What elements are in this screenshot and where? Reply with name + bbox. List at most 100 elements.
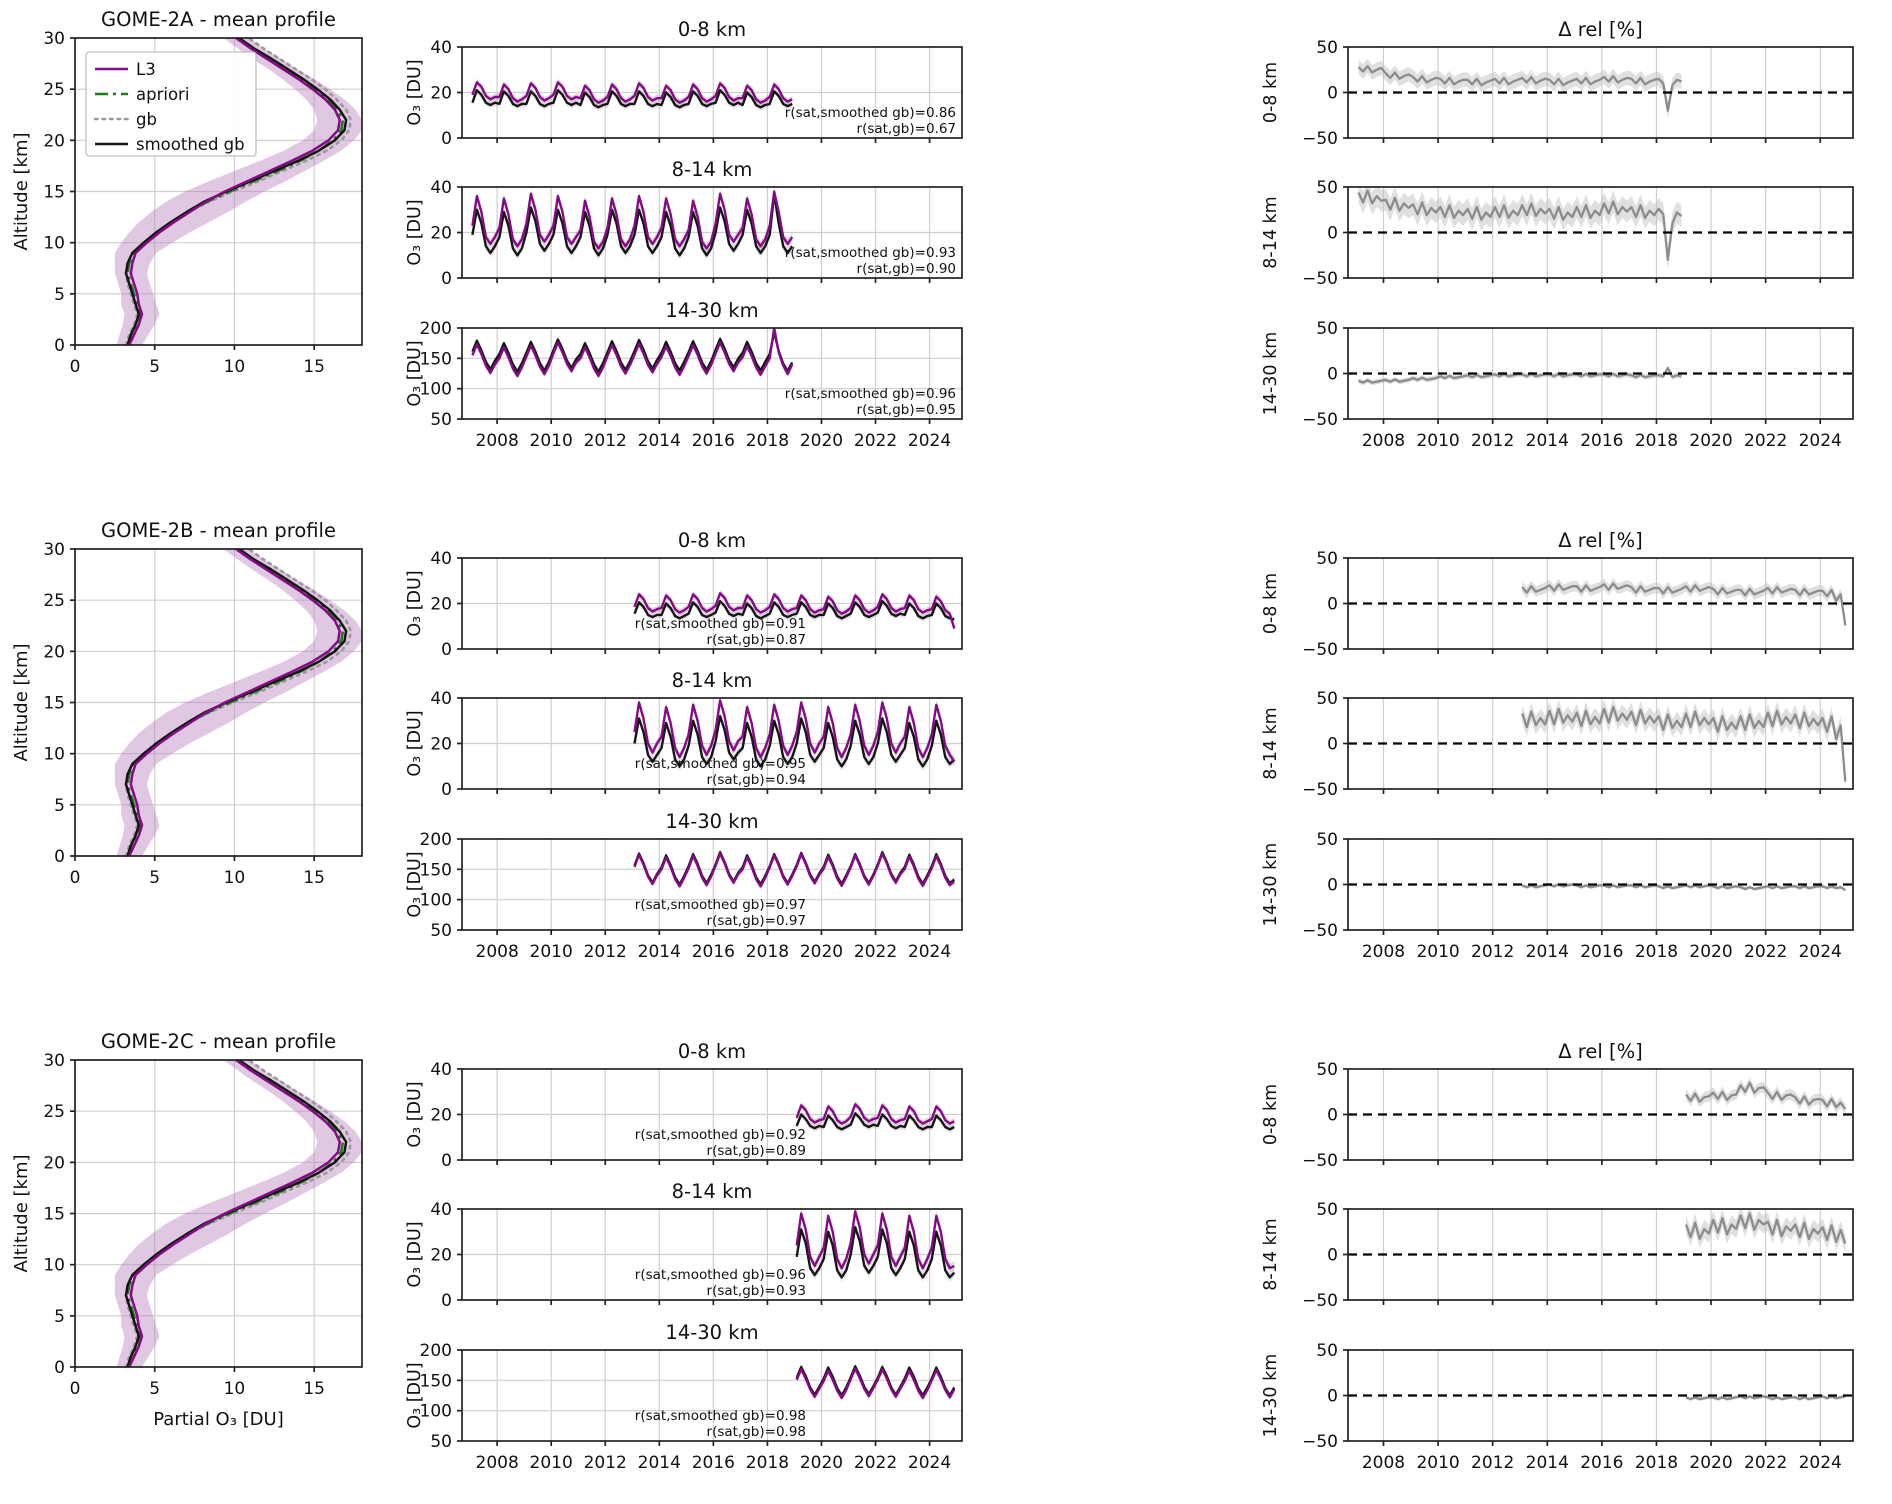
GOME-2A-mean-profile-panel: 0 5 10 15 20 25 30 0 5 10 15 Altitude [km] GOME-2A -… — [11, 8, 363, 377]
GOME-2C-mean-profile-panel: 0 5 10 15 20 25 30 0 5 10 15 Altitude [km] Partial O… — [11, 1030, 363, 1430]
svg-text:2008: 2008 — [476, 1453, 519, 1473]
svg-text:20: 20 — [43, 1153, 65, 1173]
svg-text:2014: 2014 — [1526, 1453, 1569, 1473]
svg-text:0: 0 — [54, 1358, 65, 1378]
legend-entry-smoothed-gb: smoothed gb — [95, 135, 245, 154]
svg-text:50: 50 — [1316, 689, 1338, 709]
GOME-2B-timeseries-8-14km: r(sat,smoothed gb)=0.95r(sat,gb)=0.94 0 20… — [405, 669, 963, 800]
svg-text:50: 50 — [430, 1432, 452, 1452]
svg-text:2008: 2008 — [1362, 1453, 1405, 1473]
svg-text:50: 50 — [1316, 38, 1338, 58]
svg-text:−50: −50 — [1302, 410, 1338, 430]
svg-text:0: 0 — [1327, 365, 1338, 385]
svg-text:O₃ [DU]: O₃ [DU] — [405, 1362, 425, 1428]
svg-text:2010: 2010 — [1416, 942, 1459, 962]
svg-text:20: 20 — [430, 1246, 452, 1266]
svg-text:2010: 2010 — [1416, 1453, 1459, 1473]
svg-text:−50: −50 — [1302, 269, 1338, 289]
svg-text:8-14 km: 8-14 km — [1261, 1218, 1281, 1290]
svg-text:8-14 km: 8-14 km — [1261, 707, 1281, 779]
svg-text:30: 30 — [43, 29, 65, 49]
svg-text:5: 5 — [54, 796, 65, 816]
GOME-2B-delta-rel-8-14km: −50 0 50 8-14 km — [1261, 689, 1854, 800]
svg-text:14-30 km: 14-30 km — [1261, 843, 1281, 927]
svg-text:2010: 2010 — [530, 431, 573, 451]
svg-text:Δ rel [%]: Δ rel [%] — [1558, 1040, 1642, 1063]
svg-text:0: 0 — [1327, 595, 1338, 615]
svg-text:8-14 km: 8-14 km — [672, 1180, 753, 1203]
svg-text:8-14 km: 8-14 km — [672, 158, 753, 181]
svg-text:−50: −50 — [1302, 921, 1338, 941]
GOME-2B-timeseries-0-8km: r(sat,smoothed gb)=0.91r(sat,gb)=0.87 0 20… — [405, 529, 963, 660]
svg-text:L3: L3 — [136, 60, 156, 79]
svg-text:40: 40 — [430, 1200, 452, 1220]
svg-text:2024: 2024 — [908, 942, 951, 962]
svg-text:40: 40 — [430, 1060, 452, 1080]
GOME-2C-timeseries-8-14km: r(sat,smoothed gb)=0.96r(sat,gb)=0.93 0 20… — [405, 1180, 963, 1311]
svg-text:0: 0 — [441, 129, 452, 149]
svg-text:2022: 2022 — [854, 431, 897, 451]
svg-text:5: 5 — [54, 285, 65, 305]
GOME-2C-delta-rel-8-14km: −50 0 50 8-14 km — [1261, 1200, 1854, 1311]
svg-text:0: 0 — [70, 357, 81, 377]
svg-text:40: 40 — [430, 178, 452, 198]
svg-text:2012: 2012 — [584, 431, 627, 451]
svg-text:2020: 2020 — [800, 431, 843, 451]
svg-text:50: 50 — [1316, 549, 1338, 569]
svg-text:Altitude [km]: Altitude [km] — [11, 643, 32, 761]
legend-entry-gb: gb — [93, 110, 157, 129]
svg-text:2012: 2012 — [584, 942, 627, 962]
svg-text:r(sat,gb)=0.67: r(sat,gb)=0.67 — [857, 121, 956, 137]
svg-text:20: 20 — [430, 84, 452, 104]
svg-text:0-8 km: 0-8 km — [678, 529, 746, 552]
GOME-2A-timeseries-8-14km: r(sat,smoothed gb)=0.93r(sat,gb)=0.90 0 20… — [405, 158, 963, 289]
svg-text:40: 40 — [430, 549, 452, 569]
svg-text:2022: 2022 — [1744, 942, 1787, 962]
svg-text:5: 5 — [54, 1307, 65, 1327]
svg-text:100: 100 — [420, 380, 452, 400]
svg-text:14-30 km: 14-30 km — [665, 299, 758, 322]
svg-text:Δ rel [%]: Δ rel [%] — [1558, 18, 1642, 41]
svg-text:0-8 km: 0-8 km — [1261, 573, 1281, 634]
svg-text:2008: 2008 — [1362, 431, 1405, 451]
svg-text:O₃ [DU]: O₃ [DU] — [405, 1081, 425, 1147]
svg-text:40: 40 — [430, 689, 452, 709]
svg-text:2024: 2024 — [908, 431, 951, 451]
svg-text:0: 0 — [1327, 735, 1338, 755]
svg-text:2022: 2022 — [1744, 431, 1787, 451]
svg-text:2020: 2020 — [1689, 1453, 1732, 1473]
svg-text:20: 20 — [43, 642, 65, 662]
svg-text:2018: 2018 — [1635, 431, 1678, 451]
svg-text:15: 15 — [43, 1205, 65, 1225]
svg-text:50: 50 — [1316, 830, 1338, 850]
svg-text:2018: 2018 — [746, 942, 789, 962]
svg-text:0: 0 — [1327, 1387, 1338, 1407]
svg-text:0-8 km: 0-8 km — [1261, 62, 1281, 123]
svg-text:0: 0 — [1327, 876, 1338, 896]
svg-text:0-8 km: 0-8 km — [678, 1040, 746, 1063]
GOME-2C-delta-rel-14-30km: −50 0 50 14-30 km 2008 2010 2012 2014 2016 2018 20… — [1261, 1341, 1854, 1473]
svg-text:0: 0 — [1327, 1106, 1338, 1126]
svg-text:r(sat,smoothed gb)=0.98: r(sat,smoothed gb)=0.98 — [635, 1408, 806, 1424]
svg-text:50: 50 — [1316, 1200, 1338, 1220]
svg-text:r(sat,smoothed gb)=0.92: r(sat,smoothed gb)=0.92 — [635, 1127, 806, 1143]
svg-text:2018: 2018 — [1635, 942, 1678, 962]
svg-text:8-14 km: 8-14 km — [672, 669, 753, 692]
svg-text:r(sat,smoothed gb)=0.97: r(sat,smoothed gb)=0.97 — [635, 897, 806, 913]
svg-text:2020: 2020 — [1689, 431, 1732, 451]
svg-text:20: 20 — [430, 595, 452, 615]
row-GOME-2A: 0 5 10 15 20 25 30 0 5 10 15 Altitude [km] GOME-2A -… — [11, 8, 1854, 451]
svg-text:25: 25 — [43, 591, 65, 611]
svg-text:r(sat,gb)=0.97: r(sat,gb)=0.97 — [707, 913, 806, 929]
svg-text:2014: 2014 — [638, 942, 681, 962]
svg-text:2016: 2016 — [692, 942, 735, 962]
svg-text:15: 15 — [303, 357, 325, 377]
svg-text:2012: 2012 — [1471, 1453, 1514, 1473]
svg-text:r(sat,gb)=0.90: r(sat,gb)=0.90 — [857, 261, 956, 277]
svg-text:15: 15 — [43, 183, 65, 203]
svg-text:GOME-2B - mean profile: GOME-2B - mean profile — [101, 519, 336, 542]
svg-text:50: 50 — [430, 921, 452, 941]
svg-text:r(sat,gb)=0.94: r(sat,gb)=0.94 — [707, 772, 806, 788]
svg-text:2014: 2014 — [638, 1453, 681, 1473]
